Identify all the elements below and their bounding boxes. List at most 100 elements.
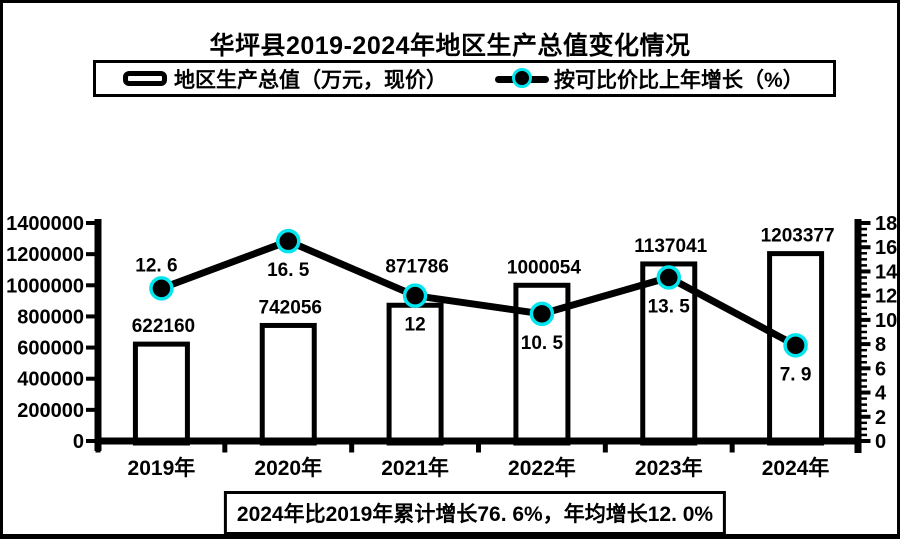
right-axis-tick-label: 8 bbox=[875, 334, 886, 356]
right-axis-tick bbox=[861, 258, 867, 261]
right-axis-tick bbox=[861, 397, 867, 400]
right-axis-tick bbox=[861, 306, 867, 310]
left-axis-tick-label: 400000 bbox=[17, 369, 84, 391]
x-axis-label: 2021年 bbox=[381, 456, 449, 480]
line-value-label: 7. 9 bbox=[780, 364, 812, 385]
left-axis-tick bbox=[86, 376, 95, 381]
legend-bar-label: 地区生产总值（万元，现价） bbox=[174, 68, 447, 92]
right-axis-tick bbox=[861, 269, 871, 274]
left-axis-tick bbox=[86, 439, 95, 443]
right-axis-tick-label: 4 bbox=[875, 383, 887, 405]
right-axis-tick bbox=[861, 379, 867, 382]
right-axis-tick bbox=[861, 324, 867, 328]
growth-line bbox=[157, 237, 800, 349]
left-axis-tick-label: 1400000 bbox=[6, 213, 84, 235]
left-axis-tick-label: 0 bbox=[73, 431, 84, 453]
line-marker bbox=[783, 333, 808, 358]
x-axis-tick bbox=[222, 444, 228, 453]
right-axis-tick-label: 0 bbox=[875, 431, 886, 453]
right-axis-tick bbox=[861, 227, 867, 231]
right-axis-tick bbox=[861, 330, 867, 334]
bar-2019年 bbox=[132, 341, 190, 446]
bar-value-label: 742056 bbox=[259, 297, 322, 318]
right-axis-tick bbox=[861, 252, 867, 255]
left-axis-tick bbox=[86, 283, 95, 288]
right-axis-tick bbox=[861, 373, 867, 376]
bar-value-label: 1000054 bbox=[507, 257, 581, 278]
right-axis-tick-label: 16 bbox=[875, 237, 897, 259]
right-axis-tick bbox=[861, 264, 867, 267]
left-axis-line bbox=[94, 219, 102, 451]
right-axis-tick bbox=[861, 312, 867, 316]
right-axis-tick bbox=[861, 421, 867, 425]
right-axis-tick bbox=[861, 433, 867, 437]
chart-plot-area: 0 200000 400000 600000 800000 1000000 1200000 1… bbox=[6, 213, 898, 480]
right-axis-tick bbox=[861, 288, 867, 291]
right-axis-tick-label: 14 bbox=[875, 261, 898, 283]
line-value-label: 13. 5 bbox=[648, 297, 691, 318]
line-marker bbox=[276, 228, 301, 254]
x-axis-label: 2023年 bbox=[635, 456, 703, 480]
bar-value-label: 871786 bbox=[385, 257, 448, 278]
x-axis-tick bbox=[95, 444, 101, 453]
right-axis-tick bbox=[861, 336, 867, 340]
right-axis-tick bbox=[861, 276, 867, 279]
left-axis-tick-label: 800000 bbox=[17, 306, 84, 328]
left-axis-tick-label: 600000 bbox=[17, 338, 84, 360]
bar-value-label: 1203377 bbox=[761, 226, 835, 247]
right-axis-tick bbox=[861, 239, 867, 243]
right-axis-tick bbox=[861, 427, 867, 431]
line-series-swatch-icon bbox=[495, 67, 549, 90]
right-axis-tick bbox=[861, 361, 867, 364]
right-axis-tick-label: 2 bbox=[875, 407, 886, 429]
x-axis-label: 2022年 bbox=[508, 456, 576, 480]
bar-value-label: 1137041 bbox=[634, 236, 707, 257]
line-marker bbox=[402, 283, 428, 308]
left-axis-tick-label: 1200000 bbox=[6, 244, 84, 266]
right-axis-line bbox=[854, 219, 862, 453]
x-axis-label: 2024年 bbox=[762, 456, 830, 480]
left-axis-tick-label: 1000000 bbox=[6, 275, 84, 297]
x-axis-tick bbox=[729, 444, 735, 453]
line-value-label: 16. 5 bbox=[267, 260, 310, 281]
left-axis-tick bbox=[86, 221, 95, 225]
x-axis-line bbox=[94, 437, 862, 445]
x-axis-tick bbox=[349, 444, 355, 453]
right-axis-tick bbox=[861, 342, 871, 347]
right-axis-tick bbox=[861, 293, 871, 298]
legend-line-label: 按可比价比上年增长（%） bbox=[554, 68, 804, 92]
left-axis-tick-label: 200000 bbox=[17, 400, 84, 422]
right-axis-tick-label: 12 bbox=[875, 286, 897, 308]
x-axis-label: 2020年 bbox=[254, 456, 322, 480]
x-axis-tick bbox=[476, 444, 481, 453]
line-marker bbox=[656, 265, 681, 290]
right-axis-tick bbox=[861, 414, 871, 419]
right-axis-tick bbox=[861, 385, 867, 388]
chart-title: 华坪县2019-2024年地区生产总值变化情况 bbox=[209, 32, 691, 60]
bar-2023年 bbox=[640, 261, 698, 446]
left-axis-tick bbox=[86, 252, 95, 257]
right-axis-tick bbox=[861, 390, 871, 395]
bar-2020年 bbox=[259, 322, 317, 446]
right-axis-tick bbox=[861, 403, 867, 406]
right-axis-tick bbox=[861, 300, 867, 303]
line-marker bbox=[149, 276, 174, 301]
right-axis-tick bbox=[861, 354, 867, 358]
line-marker-icon bbox=[512, 67, 532, 88]
right-axis-tick-label: 10 bbox=[875, 310, 897, 332]
right-axis-tick-label: 6 bbox=[875, 358, 886, 380]
left-axis-tick bbox=[86, 407, 95, 412]
line-value-label: 12. 6 bbox=[135, 255, 177, 276]
right-axis-tick bbox=[861, 366, 871, 371]
legend-box: 地区生产总值（万元，现价） 按可比价比上年增长（%） bbox=[93, 60, 836, 97]
right-axis-tick bbox=[861, 439, 871, 443]
left-axis-tick bbox=[86, 345, 95, 350]
right-axis-tick bbox=[861, 245, 871, 250]
bar-value-label: 622160 bbox=[132, 316, 195, 337]
left-axis-tick bbox=[86, 314, 95, 319]
line-value-label: 10. 5 bbox=[521, 333, 564, 354]
right-axis-tick bbox=[861, 282, 867, 285]
right-axis-tick bbox=[861, 348, 867, 352]
line-value-label: 12 bbox=[405, 315, 426, 336]
